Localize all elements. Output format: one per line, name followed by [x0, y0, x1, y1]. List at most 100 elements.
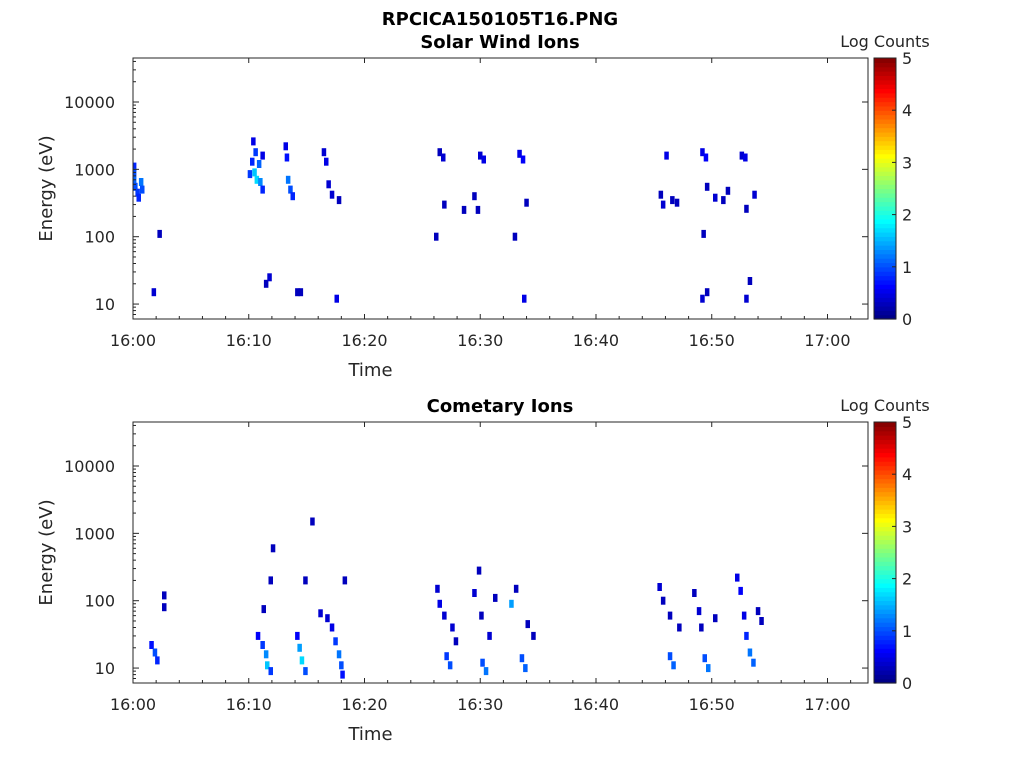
y-tick-label: 1000 [74, 524, 115, 543]
colorbar-segment [874, 145, 896, 150]
data-cell [725, 186, 731, 195]
data-cell [303, 667, 308, 676]
y-tick-label: 10000 [64, 457, 115, 476]
data-cell [434, 232, 439, 241]
data-cell [298, 288, 304, 297]
colorbar-segment [874, 548, 896, 554]
x-tick-label: 16:40 [573, 331, 619, 350]
colorbar-segment [874, 552, 896, 558]
colorbar-segment [874, 240, 896, 246]
data-cell [517, 149, 522, 158]
colorbar-segment [874, 582, 896, 588]
colorbar-segment [874, 179, 896, 185]
colorbar-segment [874, 232, 896, 237]
colorbar-segment [874, 201, 896, 207]
colorbar-segment [874, 587, 896, 593]
colorbar-segment [874, 609, 896, 614]
data-cell [133, 162, 137, 171]
colorbar-segment [874, 223, 896, 229]
data-cell [256, 160, 262, 168]
colorbar-segment [874, 591, 896, 597]
colorbar-segment [874, 71, 896, 76]
data-cell [444, 652, 449, 661]
data-cell [152, 648, 158, 657]
colorbar-segment [874, 678, 896, 684]
data-cell [267, 273, 272, 282]
data-cell [739, 151, 745, 160]
colorbar-segment [874, 158, 896, 163]
data-cell [664, 151, 669, 160]
cometary-plot-frame [132, 421, 869, 684]
data-cell [441, 153, 446, 162]
colorbar-segment [874, 439, 896, 445]
data-cell [299, 656, 305, 665]
data-cell [483, 667, 489, 676]
data-cell [475, 205, 481, 214]
data-cell [523, 664, 528, 673]
colorbar-segment [874, 630, 896, 636]
x-tick-label: 16:10 [226, 695, 272, 714]
colorbar-segment [874, 543, 896, 549]
colorbar-segment [874, 58, 896, 63]
colorbar-segment [874, 301, 896, 307]
colorbar-segment [874, 305, 896, 311]
colorbar-tick-label: 5 [902, 49, 912, 68]
colorbar-segment [874, 136, 896, 142]
colorbar-segment [874, 452, 896, 458]
colorbar-segment [874, 97, 896, 103]
colorbar-tick-label: 5 [902, 413, 912, 432]
colorbar-segment [874, 166, 896, 172]
colorbar-segment [874, 88, 896, 94]
colorbar-segment [874, 635, 896, 641]
solar-wind-cells [133, 137, 757, 303]
data-cell [247, 170, 253, 179]
data-cell [519, 654, 525, 663]
x-tick-label: 16:30 [457, 331, 503, 350]
y-tick-label: 10 [95, 295, 115, 314]
colorbar-segment [874, 149, 896, 155]
data-cell [263, 279, 269, 288]
colorbar-tick-label: 4 [902, 101, 912, 120]
solar-wind-ions-panel: Solar Wind Ions 16:00 16:10 16:20 16:30 16:40… [36, 32, 930, 381]
colorbar-segment [874, 561, 896, 567]
solar-wind-y-axis-label: Energy (eV) [36, 135, 57, 241]
data-cell [461, 205, 467, 214]
colorbar-segment [874, 218, 896, 224]
colorbar-segment [874, 652, 896, 658]
data-cell [260, 641, 265, 649]
colorbar-segment [874, 114, 896, 120]
colorbar-segment [874, 513, 896, 519]
data-cell [667, 611, 673, 620]
data-cell [151, 288, 157, 297]
data-cell [738, 586, 743, 595]
colorbar-segment [874, 266, 896, 272]
data-cell [671, 661, 676, 670]
colorbar-segment [874, 284, 896, 290]
colorbar-segment [874, 426, 896, 432]
data-cell [329, 623, 335, 632]
colorbar-tick-label: 2 [902, 206, 912, 225]
colorbar-segment [874, 297, 896, 303]
data-cell [253, 148, 258, 157]
data-cell [741, 611, 747, 620]
colorbar-segment [874, 665, 896, 671]
colorbar-segment [874, 478, 896, 484]
data-cell [478, 151, 483, 160]
data-cell [522, 294, 527, 303]
colorbar-segment [874, 140, 896, 146]
data-cell [755, 607, 761, 616]
colorbar-segment [874, 214, 896, 220]
data-cell [258, 178, 263, 186]
data-cell [252, 168, 257, 177]
solar-wind-colorbar-label: Log Counts [840, 32, 930, 51]
colorbar-segment [874, 210, 896, 216]
data-cell [696, 607, 702, 616]
x-tick-label: 16:00 [110, 331, 156, 350]
colorbar-segment [874, 197, 896, 203]
colorbar-segment [874, 310, 896, 316]
colorbar-segment [874, 175, 896, 181]
data-cell [324, 157, 329, 166]
y-tick-label: 10 [95, 659, 115, 678]
data-cell [752, 190, 757, 199]
colorbar-segment [874, 509, 896, 514]
